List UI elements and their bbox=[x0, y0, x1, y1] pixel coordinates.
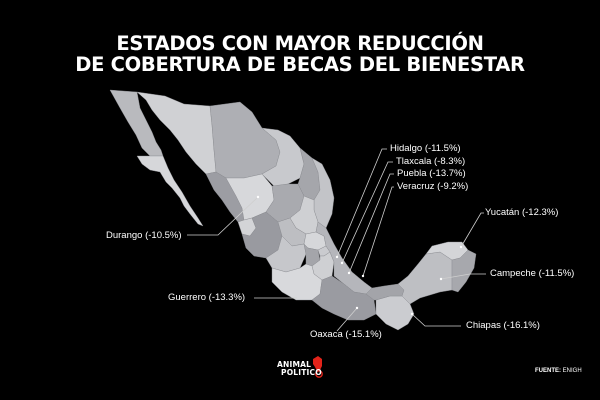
state-quintana-roo bbox=[451, 249, 477, 293]
leader-tlaxcala bbox=[341, 161, 393, 264]
label-chiapas: Chiapas (-16.1%) bbox=[466, 320, 540, 331]
source-label: FUENTE: bbox=[535, 368, 561, 374]
logo-line-1: ANIMAL bbox=[277, 360, 312, 369]
title-line-2: DE COBERTURA DE BECAS DEL BIENESTAR bbox=[75, 53, 525, 76]
label-guerrero: Guerrero (-13.3%) bbox=[168, 292, 246, 303]
leader-lines bbox=[187, 148, 486, 332]
label-oaxaca: Oaxaca (-15.1%) bbox=[310, 329, 382, 340]
source-credit: FUENTE: ENIGH bbox=[535, 368, 582, 374]
state-sonora bbox=[136, 91, 217, 175]
label-veracruz: Veracruz (-9.2%) bbox=[397, 181, 469, 192]
state-oaxaca bbox=[311, 275, 377, 321]
label-campeche: Campeche (-11.5%) bbox=[490, 268, 575, 279]
leader-puebla bbox=[348, 173, 394, 274]
leader-dots bbox=[256, 195, 463, 316]
leader-chiapas bbox=[411, 313, 461, 327]
label-yucatan: Yucatán (-12.3%) bbox=[485, 207, 559, 218]
leader-hidalgo bbox=[336, 148, 387, 258]
state-baja-california-sur bbox=[136, 155, 204, 227]
leader-oaxaca bbox=[336, 307, 358, 332]
label-durango: Durango (-10.5%) bbox=[106, 230, 182, 241]
leader-yucatan bbox=[460, 212, 484, 248]
source-value: ENIGH bbox=[562, 368, 582, 374]
animal-politico-logo: ANIMAL POLITICO bbox=[277, 361, 322, 377]
state-chihuahua bbox=[209, 101, 281, 179]
label-tlaxcala: Tlaxcala (-8.3%) bbox=[396, 156, 466, 167]
logo-line-2: POLITICO bbox=[281, 368, 322, 377]
leader-veracruz bbox=[362, 186, 394, 277]
title-line-1: ESTADOS CON MAYOR REDUCCIÓN bbox=[116, 32, 484, 55]
label-puebla: Puebla (-13.7%) bbox=[397, 168, 466, 179]
leader-durango bbox=[187, 196, 259, 236]
animal-politico-logo-mark bbox=[313, 356, 323, 378]
state-campeche bbox=[397, 251, 453, 305]
label-hidalgo: Hidalgo (-11.5%) bbox=[390, 143, 461, 154]
leader-campeche bbox=[440, 273, 486, 280]
page-title: ESTADOS CON MAYOR REDUCCIÓN DE COBERTURA… bbox=[0, 33, 600, 75]
state-baja-california bbox=[109, 89, 164, 157]
